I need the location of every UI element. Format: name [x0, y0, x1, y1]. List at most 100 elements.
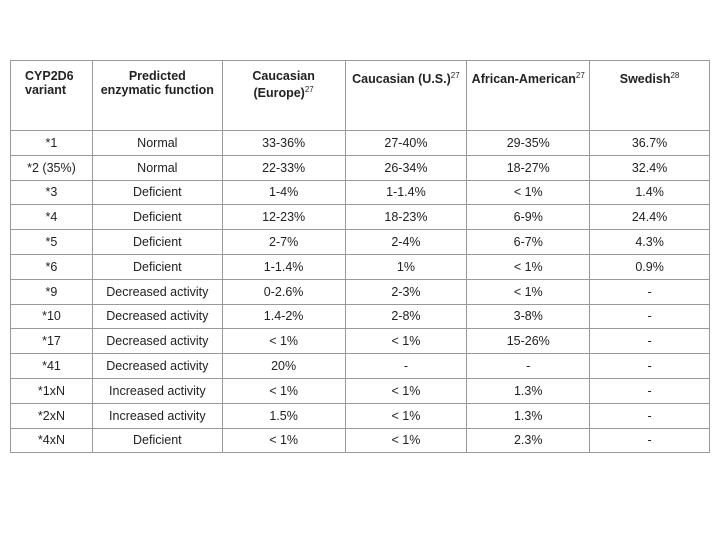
table-cell: *10 — [10, 303, 93, 330]
table-cell: Decreased activity — [91, 353, 223, 379]
column-header: CYP2D6 variant — [10, 60, 93, 131]
table-row: *6 Deficient 1-1.4% 1% < 1% 0.9% — [10, 253, 710, 280]
table-cell: 33-36% — [221, 130, 346, 156]
table-cell: < 1% — [344, 402, 468, 429]
table-cell: 2-4% — [344, 229, 468, 255]
table-cell: Deficient — [91, 204, 223, 231]
table-cell: < 1% — [221, 377, 346, 404]
table-cell: < 1% — [466, 278, 591, 305]
table-cell: Deficient — [91, 179, 223, 206]
table-cell: 3-8% — [466, 303, 591, 330]
table-row: *3 Deficient 1-4% 1-1.4% < 1% 1.4% — [10, 179, 710, 206]
reference: 27 — [575, 71, 585, 80]
table-row: *4xN Deficient < 1% < 1% 2.3% - — [10, 427, 710, 454]
reference: 27 — [304, 85, 314, 94]
table-cell: Decreased activity — [91, 303, 223, 330]
table-cell: 24.4% — [589, 204, 710, 231]
table-cell: 1-4% — [221, 179, 346, 206]
table-cell: Deficient — [91, 427, 223, 454]
table-cell: *2 (35%) — [10, 154, 93, 181]
table-cell: 1.4% — [589, 179, 710, 206]
table-cell: - — [589, 278, 710, 305]
table-cell: *41 — [10, 353, 93, 379]
table-cell: *2xN — [10, 402, 93, 429]
table-cell: < 1% — [221, 427, 346, 454]
table-cell: < 1% — [466, 179, 591, 206]
table-cell: - — [589, 402, 710, 429]
header-label: Caucasian (U.S.) — [352, 72, 451, 87]
cyp2d6-table: CYP2D6 variant Predicted enzymatic functi… — [10, 60, 710, 454]
table-cell: < 1% — [344, 427, 468, 454]
table-cell: Deficient — [91, 253, 223, 280]
table-row: *1 Normal 33-36% 27-40% 29-35% 36.7% — [10, 130, 710, 156]
table-cell: 0-2.6% — [221, 278, 346, 305]
table-cell: 4.3% — [589, 229, 710, 255]
table-cell: 6-7% — [466, 229, 591, 255]
table-cell: 29-35% — [466, 130, 591, 156]
table-cell: < 1% — [466, 253, 591, 280]
header-label: Swedish — [619, 72, 671, 87]
table-row: *1xN Increased activity < 1% < 1% 1.3% - — [10, 377, 710, 404]
table-cell: *17 — [10, 328, 93, 355]
table-cell: *3 — [10, 179, 93, 206]
table-cell: 32.4% — [589, 154, 710, 181]
header-row: CYP2D6 variant Predicted enzymatic functi… — [10, 60, 710, 131]
table-cell: 12-23% — [221, 204, 346, 231]
table-cell: < 1% — [221, 328, 346, 355]
table-row: *9 Decreased activity 0-2.6% 2-3% < 1% - — [10, 278, 710, 305]
table-cell: 27-40% — [344, 130, 468, 156]
table-row: *4 Deficient 12-23% 18-23% 6-9% 24.4% — [10, 204, 710, 231]
table-row: *17 Decreased activity < 1% < 1% 15-26% - — [10, 328, 710, 355]
header-label: African-American — [471, 72, 576, 87]
reference: 27 — [450, 71, 460, 80]
table-cell: 26-34% — [344, 154, 468, 181]
table-cell: 2-3% — [344, 278, 468, 305]
table-cell: 18-27% — [466, 154, 591, 181]
header-label: Caucasian (Europe) — [252, 69, 315, 101]
table-cell: Increased activity — [91, 402, 223, 429]
table-cell: *9 — [10, 278, 93, 305]
table-cell: 0.9% — [589, 253, 710, 280]
table-cell: < 1% — [344, 328, 468, 355]
table-cell: *4xN — [10, 427, 93, 454]
table-header: CYP2D6 variant Predicted enzymatic functi… — [10, 60, 710, 131]
table-cell: 20% — [221, 353, 346, 379]
table-row: *5 Deficient 2-7% 2-4% 6-7% 4.3% — [10, 229, 710, 255]
table-cell: 2.3% — [466, 427, 591, 454]
column-header: Caucasian (Europe)27 — [221, 60, 346, 131]
table-cell: 2-8% — [344, 303, 468, 330]
table-cell: - — [589, 377, 710, 404]
table-cell: *4 — [10, 204, 93, 231]
table-cell: Deficient — [91, 229, 223, 255]
table-cell: 1.4-2% — [221, 303, 346, 330]
table-cell: 36.7% — [589, 130, 710, 156]
table-row: *2 (35%) Normal 22-33% 26-34% 18-27% 32.4% — [10, 154, 710, 181]
table-cell: 1.5% — [221, 402, 346, 429]
table-cell: *1 — [10, 130, 93, 156]
table-cell: *6 — [10, 253, 93, 280]
table-cell: 22-33% — [221, 154, 346, 181]
table-cell: 6-9% — [466, 204, 591, 231]
table-cell: 18-23% — [344, 204, 468, 231]
table-cell: - — [466, 353, 591, 379]
column-header: Predicted enzymatic function — [91, 60, 223, 131]
table-cell: - — [589, 303, 710, 330]
table-cell: 15-26% — [466, 328, 591, 355]
table-row: *41 Decreased activity 20% - - - — [10, 353, 710, 379]
table-cell: Normal — [91, 154, 223, 181]
table-cell: - — [589, 328, 710, 355]
column-header: African-American27 — [466, 60, 591, 131]
table-cell: - — [589, 353, 710, 379]
table-cell: 2-7% — [221, 229, 346, 255]
table-cell: 1% — [344, 253, 468, 280]
column-header: Swedish28 — [589, 60, 710, 131]
table-cell: Normal — [91, 130, 223, 156]
table-cell: *1xN — [10, 377, 93, 404]
reference: 28 — [670, 71, 680, 80]
table-body: *1 Normal 33-36% 27-40% 29-35% 36.7% *2 (35%) N… — [10, 130, 710, 454]
table-cell: 1.3% — [466, 402, 591, 429]
table-row: *2xN Increased activity 1.5% < 1% 1.3% - — [10, 402, 710, 429]
table-cell: Decreased activity — [91, 278, 223, 305]
table-row: *10 Decreased activity 1.4-2% 2-8% 3-8% - — [10, 303, 710, 330]
